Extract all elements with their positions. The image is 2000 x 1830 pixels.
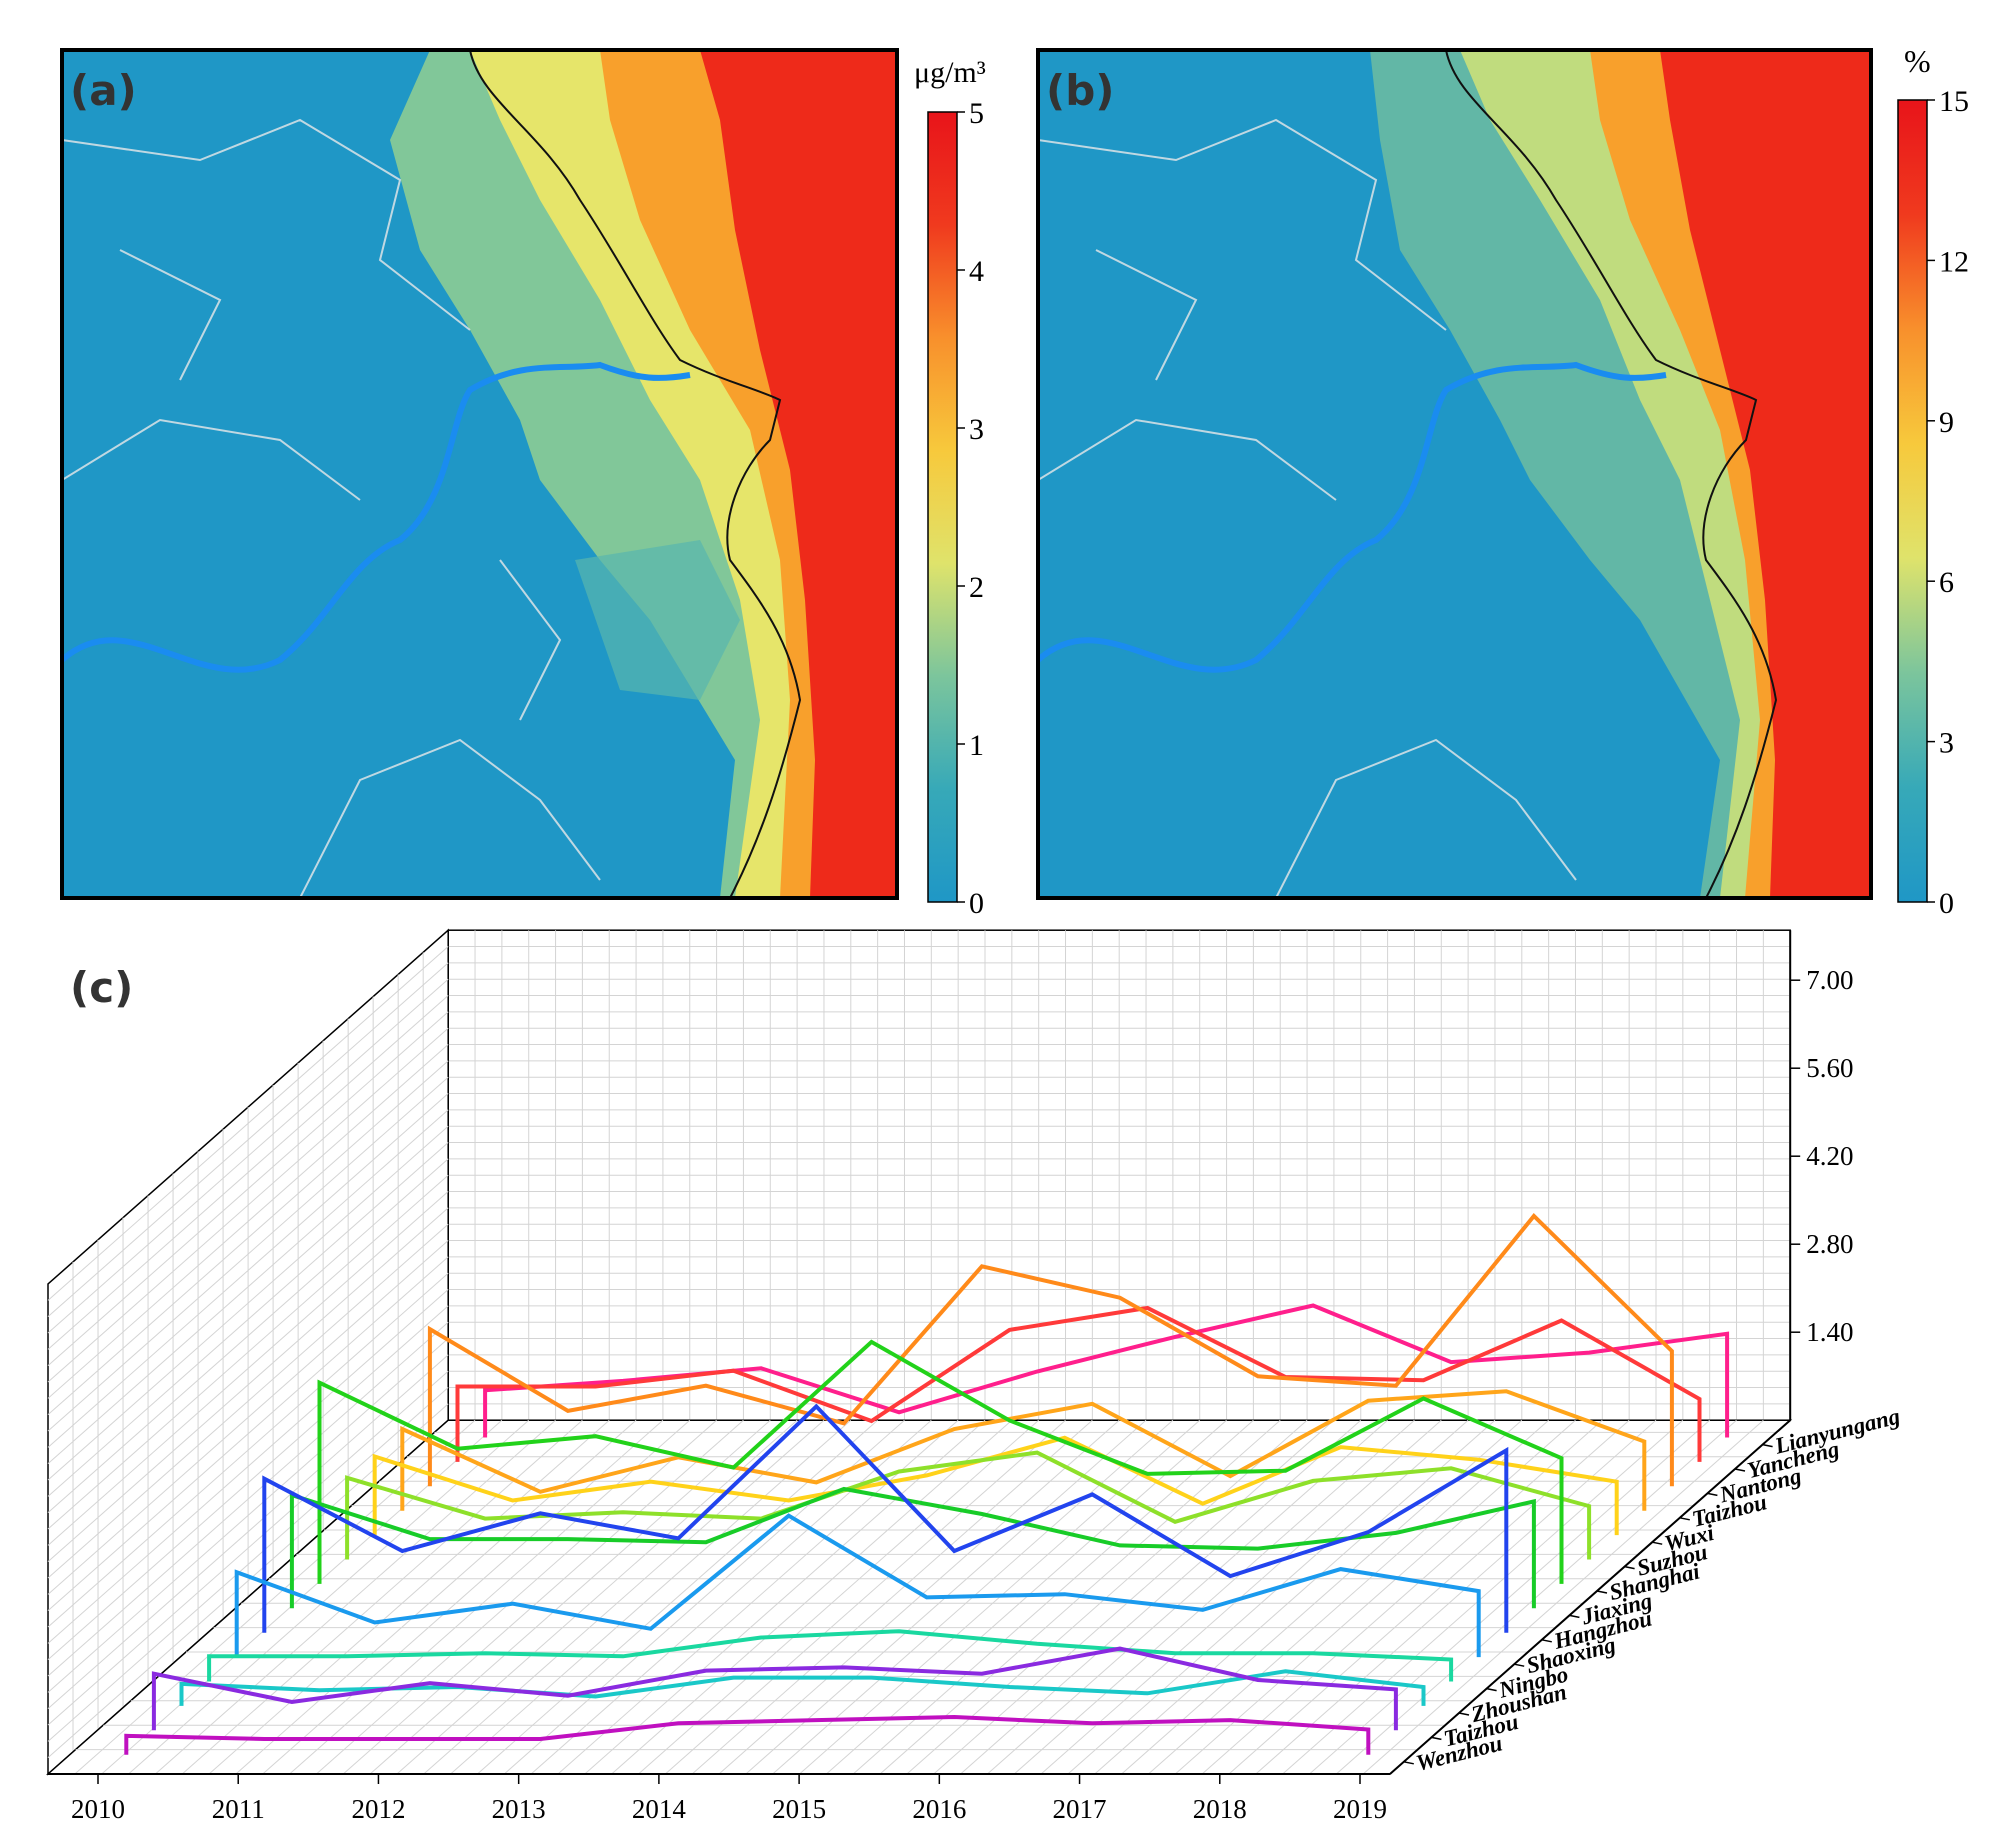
x-tick-label: 2012 xyxy=(351,1794,405,1824)
series-line-yancheng xyxy=(455,1305,1702,1462)
series-line-taizhou xyxy=(400,1389,1647,1511)
colorbar-b-tick-label: 15 xyxy=(1939,85,1969,118)
x-tick-label: 2013 xyxy=(492,1794,546,1824)
z-tick-label: 5.60 xyxy=(1806,1053,1853,1083)
colorbar-a-tick-label: 5 xyxy=(969,97,984,130)
series-line-shaoxing xyxy=(234,1513,1481,1658)
x-tick-label: 2010 xyxy=(71,1794,125,1824)
series-line-hangzhou xyxy=(262,1403,1509,1633)
map-a-frame xyxy=(60,48,899,900)
colorbar-a-tick-label: 1 xyxy=(969,729,984,762)
x-tick-label: 2016 xyxy=(912,1794,966,1824)
colorbar-a-tick-label: 0 xyxy=(969,887,984,920)
x-tick-label: 2014 xyxy=(632,1794,687,1824)
panel-a: (a) μg/m³ 0 1 2 3 4 5 xyxy=(60,48,986,920)
panel-a-label: (a) xyxy=(70,66,137,115)
colorbar-b-tick-label: 0 xyxy=(1939,887,1954,920)
x-tick-label: 2011 xyxy=(212,1794,265,1824)
depth-tick-mark xyxy=(1514,1663,1525,1667)
map-b-frame xyxy=(1036,48,1873,900)
colorbar-a-tick-label: 4 xyxy=(969,255,984,288)
colorbar-b-tick-label: 3 xyxy=(1939,727,1954,760)
depth-tick-mark xyxy=(1734,1468,1746,1472)
map-b xyxy=(1038,50,1871,898)
series-line-taizhou xyxy=(151,1646,1398,1731)
colorbar-a-tick-label: 2 xyxy=(969,571,984,604)
panel-c-label: (c) xyxy=(70,963,133,1012)
chart-3d-series xyxy=(124,1213,1730,1755)
colorbar-b-ticks: 0 3 6 9 12 15 xyxy=(1927,85,1969,920)
colorbar-b-tick-label: 6 xyxy=(1939,566,1954,599)
depth-tick-mark xyxy=(1486,1687,1497,1692)
colorbar-b-tick-label: 9 xyxy=(1939,406,1954,439)
x-tick-label: 2019 xyxy=(1333,1794,1387,1824)
depth-tick-mark xyxy=(1431,1736,1442,1741)
depth-tick-mark xyxy=(1679,1517,1690,1521)
depth-tick-mark xyxy=(1403,1761,1414,1765)
panel-c: (c) 2010 2011 2012 2013 2014 2015 2016 2017 2018… xyxy=(46,928,1902,1824)
x-tick-label: 2018 xyxy=(1193,1794,1247,1824)
colorbar-a: μg/m³ 0 1 2 3 4 5 xyxy=(914,56,986,920)
z-tick-label: 4.20 xyxy=(1806,1141,1853,1171)
series-line-ningbo xyxy=(207,1629,1454,1682)
z-tick-label: 1.40 xyxy=(1806,1317,1853,1347)
depth-tick-mark xyxy=(1652,1541,1663,1545)
z-tick-label: 7.00 xyxy=(1806,965,1853,995)
z-tick-label: 2.80 xyxy=(1806,1229,1853,1259)
series-line-wenzhou xyxy=(124,1714,1371,1755)
colorbar-a-tick-label: 3 xyxy=(969,413,984,446)
series-line-zhoushan xyxy=(179,1669,1426,1706)
depth-tick-mark xyxy=(1707,1492,1718,1497)
depth-axis-line xyxy=(1389,1419,1791,1775)
depth-tick-mark xyxy=(1762,1443,1773,1448)
colorbar-b-unit: % xyxy=(1904,43,1931,79)
series-line-nantong xyxy=(427,1213,1674,1487)
map-a xyxy=(62,50,897,898)
series-line-shanghai xyxy=(317,1339,1564,1584)
depth-tick-mark xyxy=(1458,1712,1470,1716)
colorbar-b-bar xyxy=(1897,99,1928,903)
colorbar-a-unit: μg/m³ xyxy=(914,56,986,89)
colorbar-b-tick-label: 12 xyxy=(1939,245,1969,278)
colorbar-b: % 0 3 6 9 12 15 xyxy=(1897,43,1969,920)
panel-b: (b) % 0 3 6 9 12 15 xyxy=(1036,43,1969,920)
colorbar-a-ticks: 0 1 2 3 4 5 xyxy=(957,97,984,920)
x-tick-label: 2017 xyxy=(1053,1794,1107,1824)
x-tick-label: 2015 xyxy=(772,1794,826,1824)
depth-tick-mark xyxy=(1596,1590,1608,1594)
panel-b-label: (b) xyxy=(1046,66,1114,115)
chart-3d-grid xyxy=(46,928,1793,1776)
depth-tick-mark xyxy=(1541,1639,1552,1643)
series-line-jiaxing xyxy=(289,1486,1536,1609)
series-line-suzhou xyxy=(345,1450,1592,1560)
depth-tick-mark xyxy=(1569,1614,1580,1619)
colorbar-a-bar xyxy=(927,111,958,903)
depth-tick-mark xyxy=(1624,1565,1635,1570)
